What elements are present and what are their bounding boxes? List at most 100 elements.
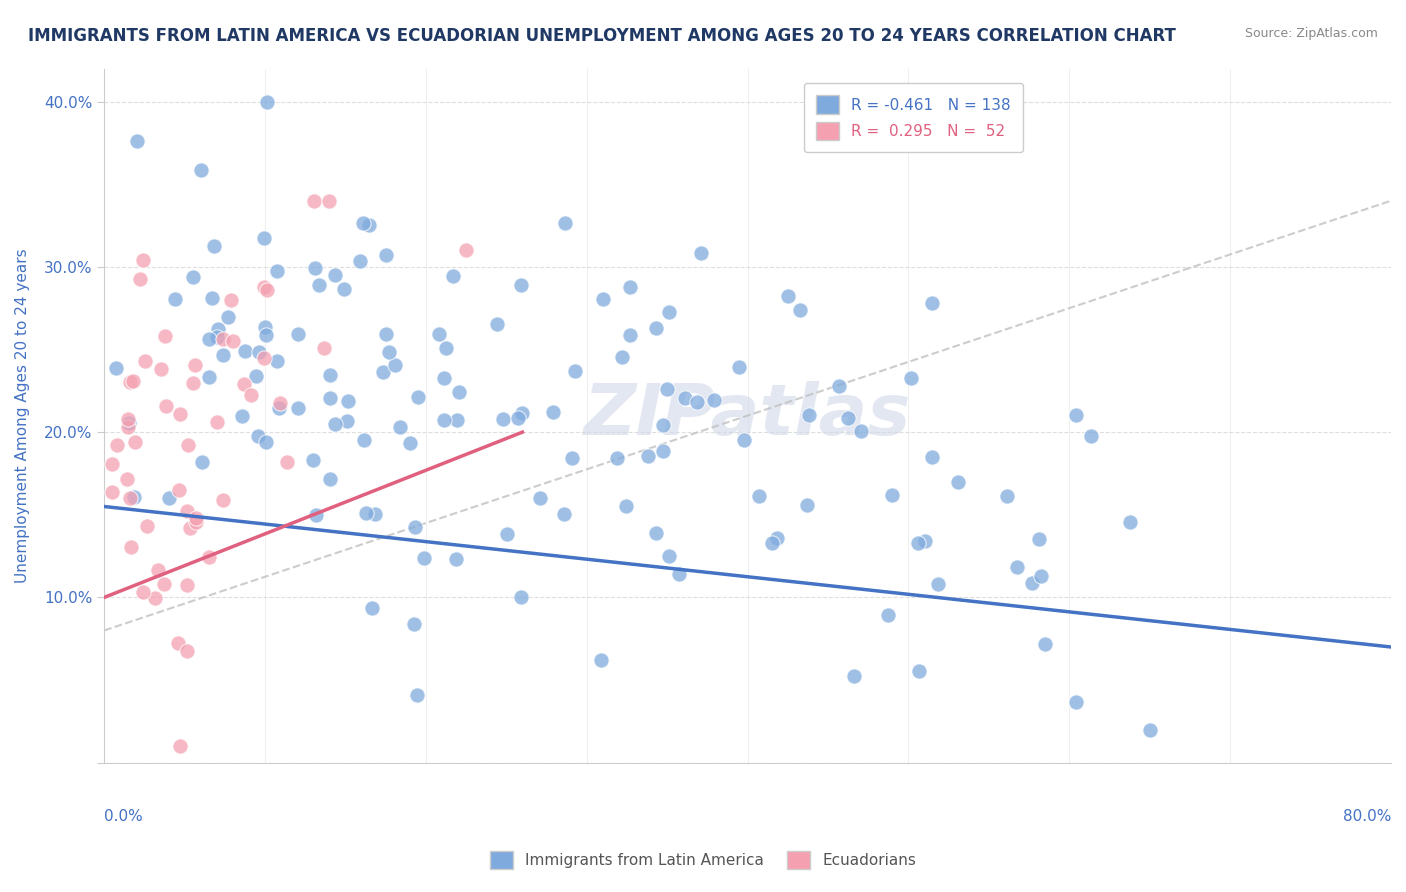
Text: 80.0%: 80.0% bbox=[1343, 809, 1391, 824]
Text: IMMIGRANTS FROM LATIN AMERICA VS ECUADORIAN UNEMPLOYMENT AMONG AGES 20 TO 24 YEA: IMMIGRANTS FROM LATIN AMERICA VS ECUADOR… bbox=[28, 27, 1175, 45]
Point bbox=[433, 371, 456, 385]
Point bbox=[907, 536, 929, 550]
Point bbox=[269, 396, 291, 410]
Point bbox=[128, 272, 150, 286]
Point bbox=[266, 354, 288, 368]
Point bbox=[183, 376, 205, 391]
Point bbox=[287, 326, 309, 341]
Point bbox=[256, 95, 278, 109]
Point bbox=[276, 455, 298, 469]
Point bbox=[308, 278, 330, 293]
Point bbox=[337, 393, 360, 408]
Point bbox=[104, 361, 127, 376]
Point bbox=[314, 341, 336, 355]
Point bbox=[232, 376, 254, 391]
Point bbox=[120, 375, 142, 389]
Point bbox=[198, 332, 221, 346]
Point bbox=[125, 135, 148, 149]
Point bbox=[510, 278, 533, 293]
Text: 0.0%: 0.0% bbox=[104, 809, 143, 824]
Point bbox=[222, 334, 245, 349]
Point bbox=[619, 279, 641, 293]
Point bbox=[207, 322, 229, 336]
Point bbox=[496, 527, 519, 541]
Point bbox=[167, 483, 190, 498]
Point bbox=[105, 438, 128, 452]
Point bbox=[404, 520, 426, 534]
Point bbox=[658, 305, 681, 319]
Point bbox=[946, 475, 969, 490]
Point bbox=[254, 327, 277, 342]
Point bbox=[733, 433, 755, 447]
Point bbox=[120, 491, 142, 506]
Point bbox=[651, 418, 673, 433]
Point bbox=[690, 246, 713, 260]
Point bbox=[319, 368, 342, 382]
Point bbox=[302, 453, 325, 467]
Point bbox=[1005, 560, 1028, 574]
Point bbox=[652, 444, 675, 458]
Point bbox=[553, 508, 575, 522]
Point bbox=[190, 162, 212, 177]
Point bbox=[181, 269, 204, 284]
Point bbox=[1029, 568, 1052, 582]
Point bbox=[541, 405, 564, 419]
Point bbox=[132, 584, 155, 599]
Point bbox=[169, 407, 191, 421]
Point bbox=[789, 303, 811, 318]
Point bbox=[606, 450, 628, 465]
Point bbox=[155, 400, 177, 414]
Point bbox=[796, 499, 818, 513]
Point bbox=[592, 292, 614, 306]
Point bbox=[212, 493, 235, 508]
Point bbox=[1028, 532, 1050, 546]
Point bbox=[1119, 515, 1142, 529]
Point bbox=[658, 549, 681, 564]
Point bbox=[179, 521, 201, 535]
Point bbox=[644, 321, 666, 335]
Point bbox=[205, 330, 228, 344]
Point bbox=[837, 411, 859, 425]
Point bbox=[201, 291, 224, 305]
Point bbox=[554, 216, 576, 230]
Point bbox=[1021, 575, 1043, 590]
Point bbox=[510, 591, 533, 605]
Point bbox=[357, 218, 380, 232]
Point bbox=[318, 194, 340, 208]
Point bbox=[673, 391, 696, 405]
Point bbox=[247, 345, 270, 359]
Point bbox=[333, 282, 356, 296]
Point bbox=[253, 280, 276, 294]
Point bbox=[995, 489, 1018, 503]
Point bbox=[686, 395, 709, 409]
Point bbox=[254, 434, 277, 449]
Point bbox=[655, 382, 678, 396]
Point bbox=[167, 636, 190, 650]
Point bbox=[510, 406, 533, 420]
Point bbox=[404, 617, 426, 632]
Point bbox=[485, 318, 508, 332]
Point bbox=[124, 434, 146, 449]
Point bbox=[454, 243, 477, 257]
Point bbox=[1064, 695, 1087, 709]
Point bbox=[849, 424, 872, 438]
Point bbox=[100, 485, 122, 500]
Point bbox=[492, 412, 515, 426]
Point bbox=[247, 428, 270, 442]
Point bbox=[508, 411, 530, 425]
Point bbox=[434, 341, 457, 355]
Point bbox=[336, 414, 359, 428]
Point bbox=[302, 194, 325, 208]
Point bbox=[353, 434, 375, 448]
Point bbox=[703, 392, 725, 407]
Point bbox=[211, 348, 233, 362]
Point bbox=[433, 413, 456, 427]
Legend: R = -0.461   N = 138, R =  0.295   N =  52: R = -0.461 N = 138, R = 0.295 N = 52 bbox=[804, 83, 1024, 153]
Point bbox=[134, 353, 156, 368]
Point bbox=[427, 326, 450, 341]
Text: Source: ZipAtlas.com: Source: ZipAtlas.com bbox=[1244, 27, 1378, 40]
Point bbox=[349, 254, 371, 268]
Point bbox=[360, 601, 382, 615]
Point bbox=[900, 371, 922, 385]
Point bbox=[921, 450, 943, 465]
